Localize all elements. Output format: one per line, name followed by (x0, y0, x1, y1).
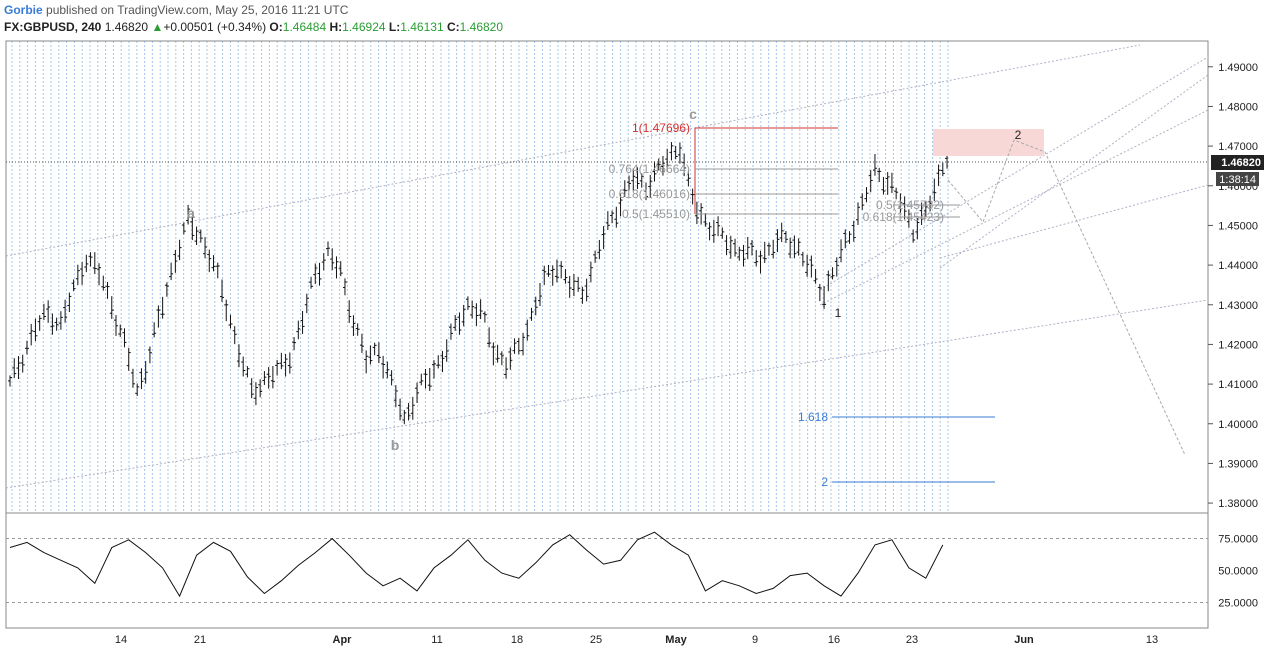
price-bars (8, 142, 950, 425)
time-axis-label: 21 (194, 634, 206, 646)
price-axis: 1.490001.480001.470001.460001.450001.440… (1208, 62, 1258, 510)
price-axis-label: 1.47000 (1218, 141, 1258, 153)
last-price: 1.46820 (104, 20, 149, 34)
up-arrow-icon: ▲ (151, 20, 164, 34)
ohlc-line: FX:GBPUSD, 240 1.46820 ▲+0.00501 (+0.34%… (4, 19, 1264, 36)
price-axis-label: 1.43000 (1218, 300, 1258, 312)
price-axis-label: 1.45000 (1218, 220, 1258, 232)
close-value: 1.46820 (459, 20, 504, 34)
oscillator-axis-label: 50.0000 (1218, 566, 1258, 578)
wave-a-label: a (187, 205, 195, 221)
time-axis-label: Jun (1014, 634, 1034, 646)
channel-line (939, 184, 1209, 259)
low-value: 1.46131 (400, 20, 444, 34)
channel-line (5, 299, 1209, 489)
time-axis-label: 16 (828, 634, 840, 646)
time-axis-label: 13 (1146, 634, 1158, 646)
countdown-tag (1216, 172, 1259, 186)
time-axis-label: 18 (511, 634, 523, 646)
chart-header: Gorbie published on TradingView.com, May… (4, 2, 1264, 36)
published-text: published on TradingView.com, May 25, 20… (46, 3, 349, 17)
wave-1-label: 1 (835, 306, 842, 320)
price-axis-label: 1.41000 (1218, 379, 1258, 391)
time-axis: 14 21 Apr 11 18 25 May 9 16 23 Jun 13 (115, 634, 1158, 646)
high-label: H: (329, 20, 343, 34)
price-axis-label: 1.49000 (1218, 62, 1258, 74)
oscillator-axis: 75.0000 50.0000 25.0000 (6, 534, 1258, 609)
price-axis-label: 1.38000 (1218, 498, 1258, 510)
price-panel-frame (5, 40, 1209, 514)
session-grid-lines (11, 41, 949, 513)
oscillator-panel-frame (5, 512, 1209, 629)
time-axis-label: 9 (752, 634, 758, 646)
price-axis-label: 1.39000 (1218, 458, 1258, 470)
oscillator-axis-label: 25.0000 (1218, 597, 1258, 609)
channel-line (819, 56, 1209, 291)
price-axis-label: 1.42000 (1218, 339, 1258, 351)
countdown-tag-text: 1:38:14 (1219, 174, 1256, 186)
wave-2-label: 2 (1015, 128, 1022, 142)
price-axis-label: 1.48000 (1218, 101, 1258, 113)
channel-line (939, 74, 1209, 269)
price-axis-label: 1.44000 (1218, 260, 1258, 272)
time-axis-label: 14 (115, 634, 127, 646)
ext-2-label: 2 (821, 475, 828, 489)
fib-5-label: 0.5(1.45510) (622, 207, 690, 221)
ext-1618-label: 1.618 (798, 410, 828, 424)
oscillator-line (9, 531, 944, 598)
trend-channel-lines (5, 44, 1209, 489)
symbol-label[interactable]: FX:GBPUSD, 240 (4, 20, 102, 34)
time-axis-label: 25 (590, 634, 602, 646)
time-axis-label: May (665, 634, 687, 646)
price-change: +0.00501 (+0.34%) (163, 20, 267, 34)
low-label: L: (388, 20, 401, 34)
oscillator-series (9, 531, 944, 598)
price-axis-label: 1.40000 (1218, 419, 1258, 431)
fib-764-label: 0.764(1.46664) (609, 162, 690, 176)
fib-618-label: 0.618(1.46016) (609, 187, 690, 201)
wave-c-label: c (689, 106, 697, 122)
fib-r5-label: 0.5(1.45732) (876, 198, 944, 212)
fib-1-label: 1(1.47696) (632, 121, 690, 135)
channel-line (819, 109, 1209, 306)
fib-r618-label: 0.618(1.45423) (863, 210, 944, 224)
time-axis-label: 11 (431, 634, 442, 646)
projected-path[interactable] (947, 139, 1186, 456)
oscillator-axis-label: 75.0000 (1218, 534, 1258, 546)
wave-b-label: b (391, 437, 400, 453)
target-zone-box[interactable] (933, 129, 1044, 156)
publish-line: Gorbie published on TradingView.com, May… (4, 2, 1264, 19)
time-axis-label: Apr (333, 634, 353, 646)
author-link[interactable]: Gorbie (4, 3, 43, 17)
time-axis-label: 23 (906, 634, 918, 646)
open-value: 1.46484 (282, 20, 327, 34)
last-price-tag (1211, 155, 1264, 170)
open-label: O: (269, 20, 283, 34)
high-value: 1.46924 (342, 20, 386, 34)
last-price-tag-text: 1.46820 (1221, 157, 1261, 169)
close-label: C: (446, 20, 460, 34)
channel-line (5, 44, 1141, 257)
